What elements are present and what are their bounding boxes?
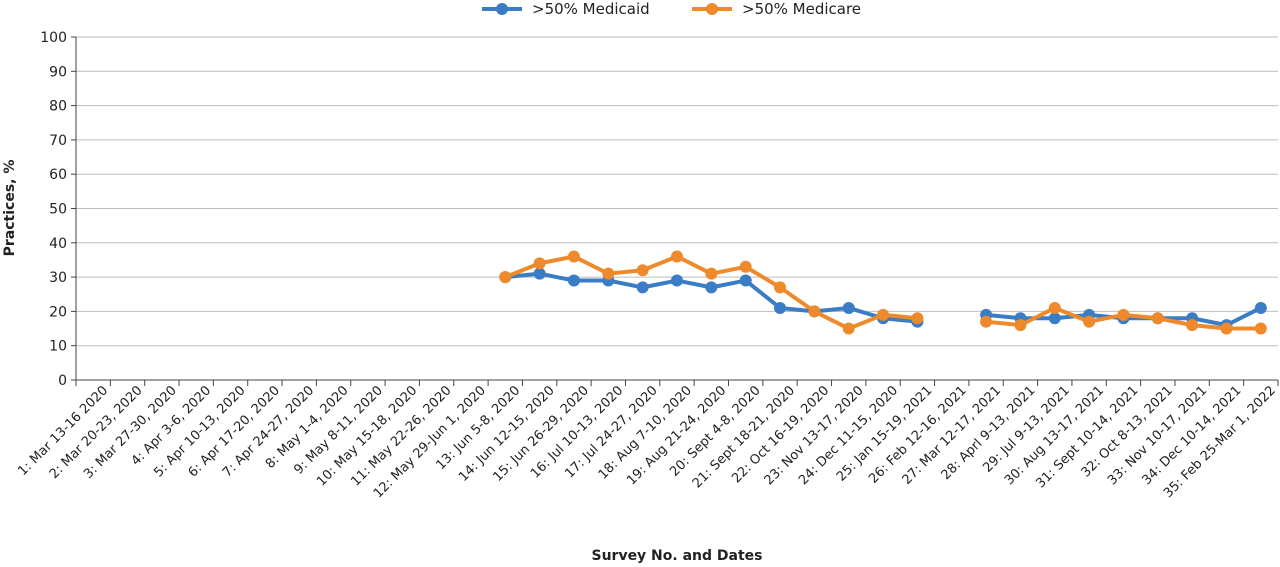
- data-point: [739, 274, 752, 287]
- chart-legend: >50% Medicaid >50% Medicare: [482, 0, 861, 18]
- y-tick-label: 70: [49, 133, 67, 149]
- data-point: [671, 250, 683, 263]
- data-point: [567, 250, 580, 263]
- y-tick-label: 20: [49, 304, 67, 320]
- data-point: [671, 274, 683, 287]
- data-point: [808, 305, 821, 318]
- y-tick-label: 60: [49, 167, 67, 183]
- data-point: [533, 257, 546, 270]
- data-point: [842, 301, 855, 314]
- data-point: [877, 308, 890, 321]
- data-point: [1151, 312, 1164, 325]
- data-point: [602, 267, 615, 280]
- data-point: [842, 322, 855, 335]
- data-point: [739, 260, 752, 273]
- data-point: [1083, 315, 1096, 328]
- y-tick-label: 90: [49, 64, 67, 80]
- data-point: [705, 267, 718, 280]
- y-tick-label: 100: [40, 30, 67, 46]
- data-point: [636, 281, 649, 294]
- y-tick-label: 10: [49, 339, 67, 355]
- data-point: [1186, 319, 1199, 332]
- legend-dot-medicaid: [496, 3, 508, 15]
- series-layer: [499, 250, 1267, 335]
- y-axis-ticks: 0 10 20 30 40 50 60 70 80 90 100: [40, 30, 76, 389]
- data-point: [499, 271, 512, 284]
- y-tick-label: 30: [49, 270, 67, 286]
- data-point: [1220, 322, 1233, 335]
- y-tick-label: 40: [49, 236, 67, 252]
- data-point: [1048, 312, 1061, 325]
- data-point: [1254, 322, 1267, 335]
- legend-dot-medicare: [706, 3, 718, 15]
- data-point: [636, 264, 649, 277]
- y-tick-label: 50: [49, 202, 67, 218]
- data-point: [774, 301, 787, 314]
- data-point: [1117, 308, 1130, 321]
- legend-label-medicaid: >50% Medicaid: [532, 0, 650, 18]
- data-point: [1254, 301, 1267, 314]
- y-tick-label: 80: [49, 99, 67, 115]
- legend-label-medicare: >50% Medicare: [742, 0, 861, 18]
- data-point: [705, 281, 718, 294]
- data-point: [567, 274, 580, 287]
- gridlines: [76, 36, 1278, 347]
- x-axis-title: Survey No. and Dates: [591, 548, 762, 564]
- y-axis-title: Practices, %: [2, 160, 18, 257]
- data-point: [533, 267, 546, 280]
- y-tick-label: 0: [58, 373, 67, 389]
- series-line: [505, 271, 918, 324]
- data-point: [774, 281, 787, 294]
- data-point: [911, 312, 924, 325]
- data-point: [1048, 301, 1061, 314]
- data-point: [980, 315, 993, 328]
- data-point: [1014, 319, 1027, 332]
- series-1: [499, 250, 1267, 335]
